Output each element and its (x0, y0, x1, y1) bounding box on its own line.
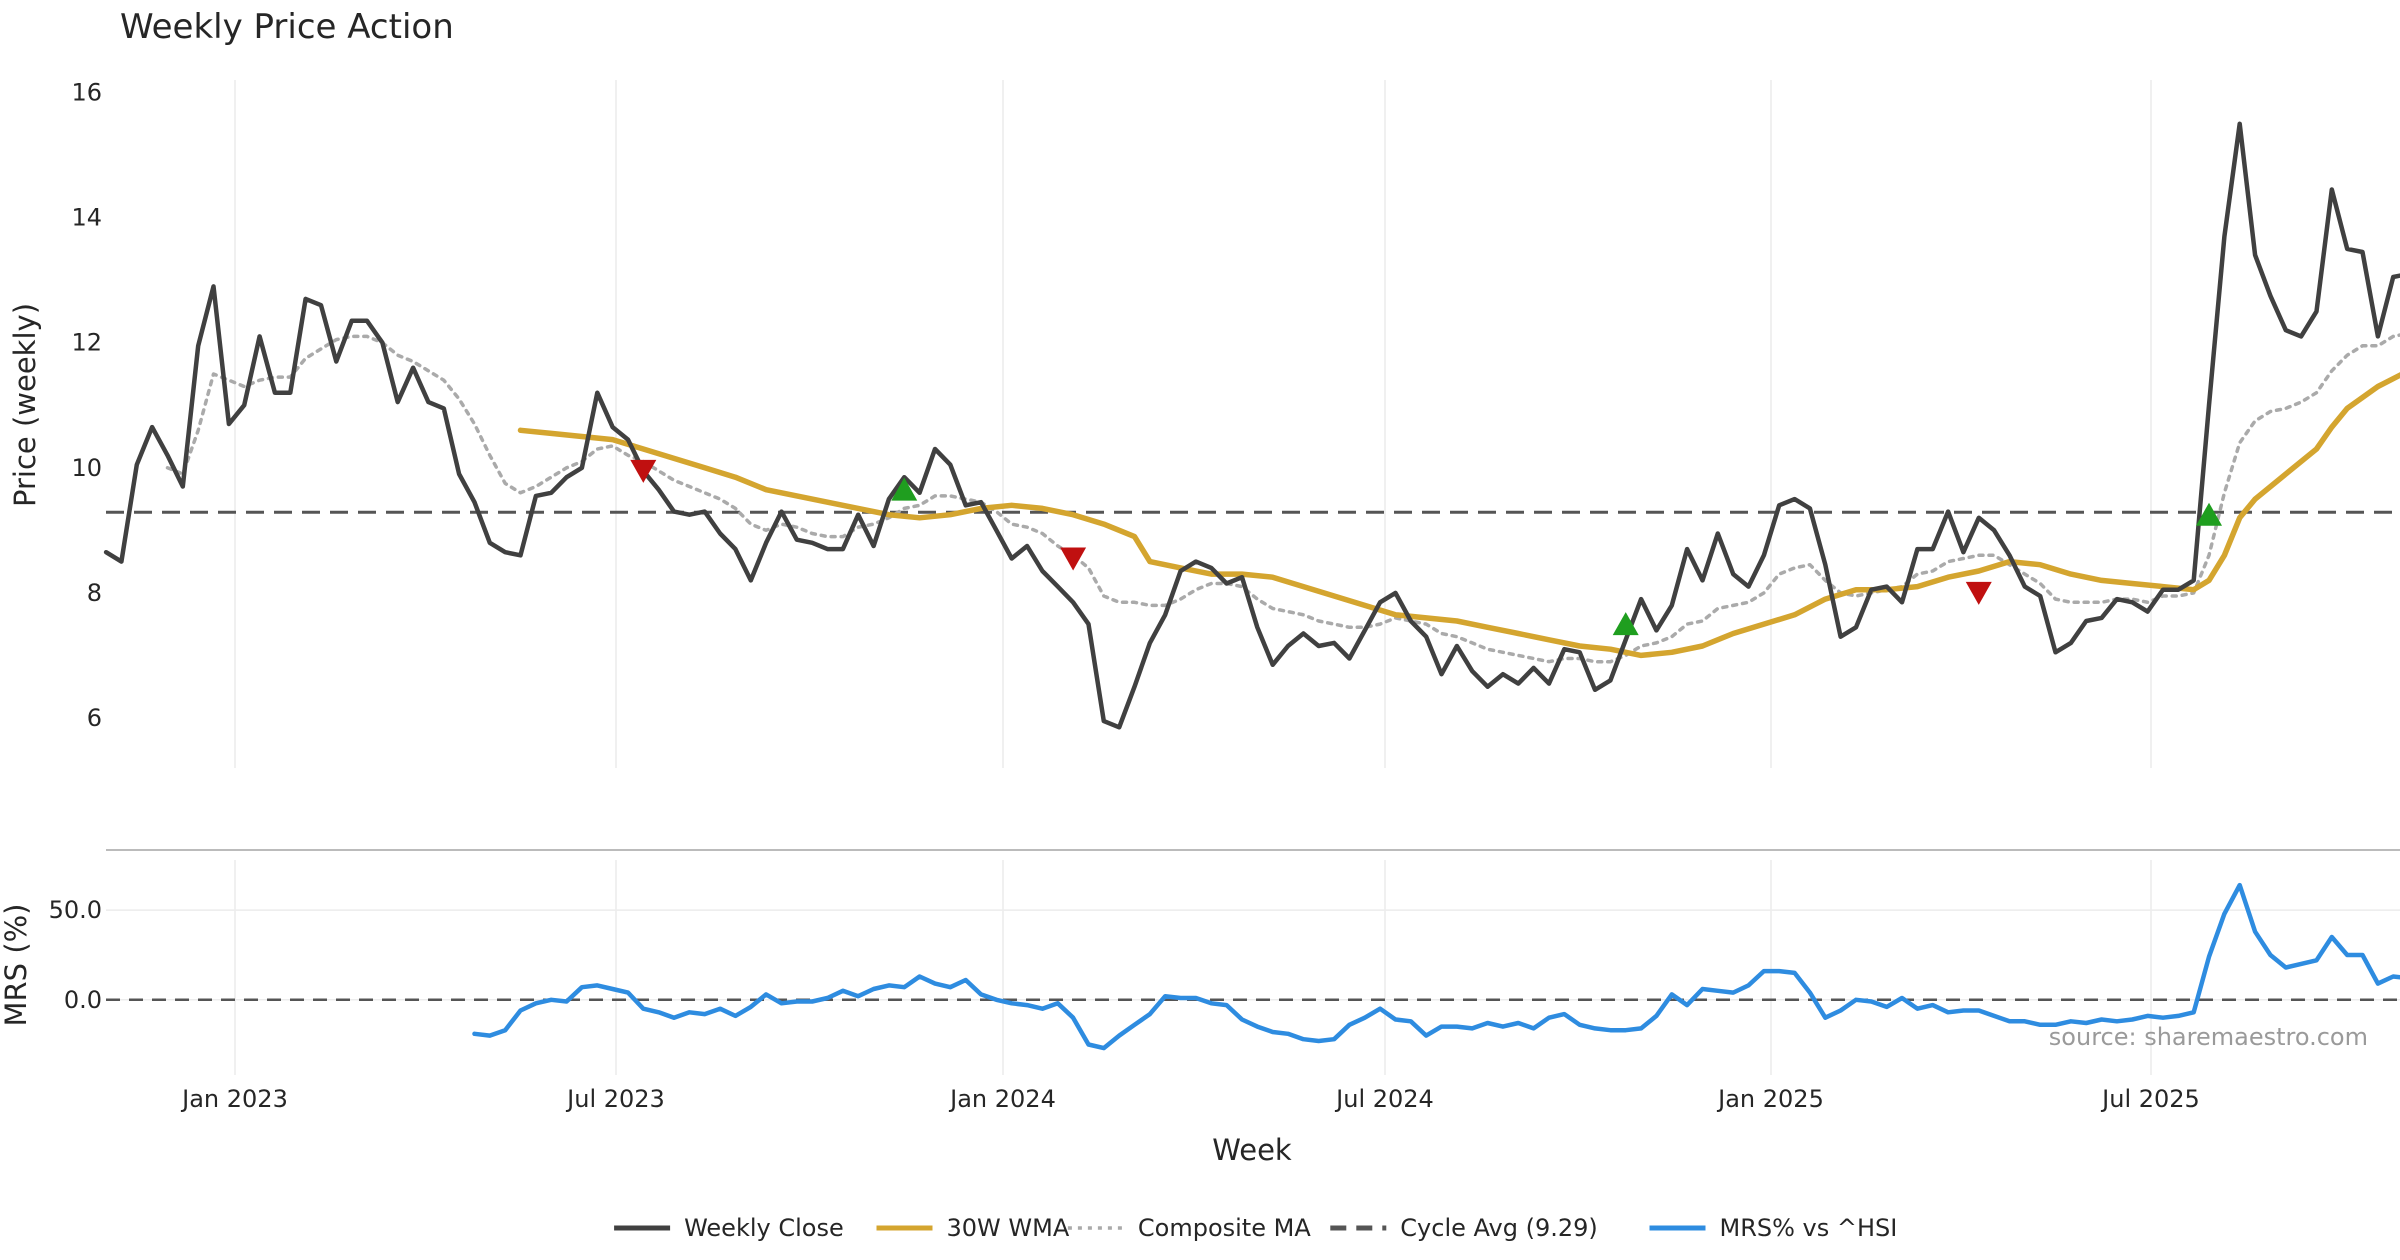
sell-signal-marker (1965, 581, 1992, 605)
sell-signal-marker (1060, 547, 1087, 571)
price-y-tick-label: 14 (71, 204, 102, 232)
x-tick-label: Jul 2025 (2100, 1085, 2200, 1113)
composite-ma-line (165, 333, 2400, 664)
signal-markers (630, 459, 2223, 636)
price-y-tick-label: 10 (71, 454, 102, 482)
legend-label: Weekly Close (684, 1214, 844, 1242)
legend-label: Composite MA (1138, 1214, 1311, 1242)
source-credit: source: sharemaestro.com (2049, 1023, 2368, 1051)
price-y-tick-label: 8 (87, 579, 102, 607)
price-y-tick-label: 12 (71, 329, 102, 357)
price-y-tick-label: 16 (71, 79, 102, 107)
price-series (103, 121, 2400, 730)
weekly-close-line (103, 121, 2400, 730)
x-tick-label: Jul 2024 (1334, 1085, 1434, 1113)
chart-legend: Weekly Close 30W WMA Composite MA Cycle Avg… (614, 1214, 1897, 1242)
x-tick-label: Jan 2024 (948, 1085, 1056, 1113)
price-gridlines (234, 80, 2152, 768)
price-y-axis-label: Price (weekly) (8, 303, 42, 507)
sell-signal-marker (630, 459, 657, 483)
x-ticks: Jan 2023 Jul 2023 Jan 2024 Jul 2024 Jan 2025… (180, 1085, 2200, 1113)
mrs-y-ticks: 0.0 50.0 (49, 896, 102, 1014)
x-tick-label: Jul 2023 (565, 1085, 665, 1113)
buy-signal-marker (1612, 612, 1639, 636)
wma-30w-line (517, 372, 2400, 659)
x-axis-label: Week (1212, 1133, 1292, 1167)
x-tick-label: Jan 2025 (1716, 1085, 1824, 1113)
mrs-line (472, 882, 2400, 1051)
legend-label: Cycle Avg (9.29) (1400, 1214, 1597, 1242)
price-y-ticks: 6 8 10 12 14 16 (71, 79, 102, 732)
legend-label: MRS% vs ^HSI (1720, 1214, 1898, 1242)
x-tick-label: Jan 2023 (180, 1085, 288, 1113)
mrs-y-tick-label: 50.0 (49, 896, 102, 924)
mrs-y-tick-label: 0.0 (64, 986, 102, 1014)
buy-signal-marker (891, 477, 918, 501)
legend-label: 30W WMA (947, 1214, 1070, 1242)
mrs-y-axis-label: MRS (%) (0, 904, 33, 1027)
buy-signal-marker (2196, 502, 2223, 526)
mrs-series (472, 882, 2400, 1051)
chart-title: Weekly Price Action (120, 7, 454, 47)
price-y-tick-label: 6 (87, 704, 102, 732)
